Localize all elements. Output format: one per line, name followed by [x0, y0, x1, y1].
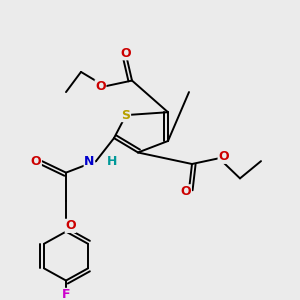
Text: H: H: [107, 154, 118, 168]
Text: F: F: [62, 288, 70, 300]
Text: O: O: [31, 154, 41, 168]
Text: O: O: [65, 219, 76, 232]
Text: O: O: [181, 185, 191, 198]
Text: O: O: [95, 80, 106, 93]
Text: N: N: [84, 154, 94, 168]
Text: S: S: [122, 109, 130, 122]
Text: O: O: [121, 47, 131, 60]
Text: O: O: [218, 150, 229, 163]
